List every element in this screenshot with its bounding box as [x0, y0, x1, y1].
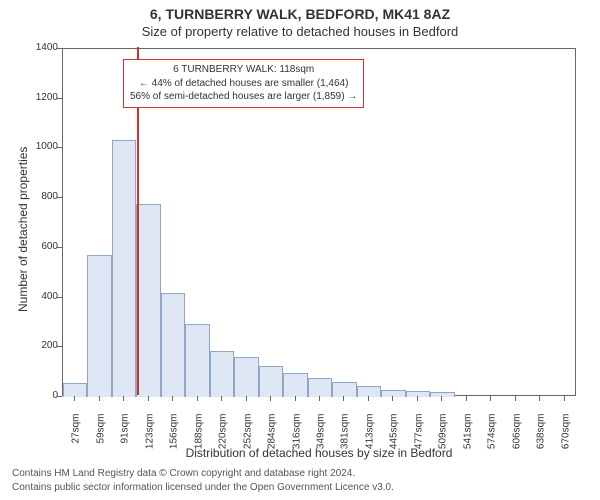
- x-tick-mark: [197, 396, 198, 401]
- y-tick-label: 600: [6, 242, 62, 252]
- histogram-bar: [283, 373, 307, 397]
- x-tick-mark: [417, 396, 418, 401]
- histogram-bar: [185, 324, 209, 397]
- plot-area: 6 TURNBERRY WALK: 118sqm← 44% of detache…: [62, 48, 576, 396]
- x-tick-mark: [172, 396, 173, 401]
- x-tick-mark: [295, 396, 296, 401]
- x-tick-mark: [319, 396, 320, 401]
- histogram-bar: [332, 382, 356, 397]
- y-tick-label: 1200: [6, 93, 62, 103]
- y-axis-ticks-container: 0200400600800100012001400: [0, 48, 62, 396]
- chart-title-sub: Size of property relative to detached ho…: [0, 24, 600, 39]
- y-tick-label: 0: [6, 391, 62, 401]
- annotation-line: ← 44% of detached houses are smaller (1,…: [130, 77, 357, 91]
- y-tick-label: 400: [6, 292, 62, 302]
- y-tick-label: 800: [6, 192, 62, 202]
- x-tick-mark: [564, 396, 565, 401]
- x-tick-mark: [515, 396, 516, 401]
- chart-title-main: 6, TURNBERRY WALK, BEDFORD, MK41 8AZ: [0, 6, 600, 22]
- x-tick-mark: [392, 396, 393, 401]
- y-tick-label: 1400: [6, 43, 62, 53]
- x-tick-mark: [539, 396, 540, 401]
- x-axis-label: Distribution of detached houses by size …: [62, 446, 576, 460]
- y-tick-label: 1000: [6, 142, 62, 152]
- histogram-bar: [63, 383, 87, 397]
- x-tick-mark: [148, 396, 149, 401]
- annotation-box: 6 TURNBERRY WALK: 118sqm← 44% of detache…: [123, 59, 364, 108]
- x-tick-mark: [246, 396, 247, 401]
- histogram-bar: [210, 351, 234, 397]
- x-tick-mark: [441, 396, 442, 401]
- footer-line-2: Contains public sector information licen…: [12, 482, 394, 493]
- x-tick-mark: [368, 396, 369, 401]
- x-tick-mark: [74, 396, 75, 401]
- histogram-bar: [112, 140, 136, 397]
- x-tick-mark: [221, 396, 222, 401]
- histogram-bar: [259, 366, 283, 397]
- histogram-bar: [87, 255, 111, 397]
- histogram-bar: [308, 378, 332, 397]
- histogram-bar: [136, 204, 160, 397]
- x-tick-mark: [270, 396, 271, 401]
- x-tick-mark: [343, 396, 344, 401]
- x-tick-mark: [466, 396, 467, 401]
- histogram-bar: [161, 293, 185, 397]
- footer-line-1: Contains HM Land Registry data © Crown c…: [12, 468, 355, 479]
- y-tick-label: 200: [6, 341, 62, 351]
- histogram-bar: [234, 357, 258, 397]
- x-tick-mark: [99, 396, 100, 401]
- x-tick-mark: [123, 396, 124, 401]
- annotation-line: 6 TURNBERRY WALK: 118sqm: [130, 63, 357, 77]
- x-tick-mark: [490, 396, 491, 401]
- annotation-line: 56% of semi-detached houses are larger (…: [130, 90, 357, 104]
